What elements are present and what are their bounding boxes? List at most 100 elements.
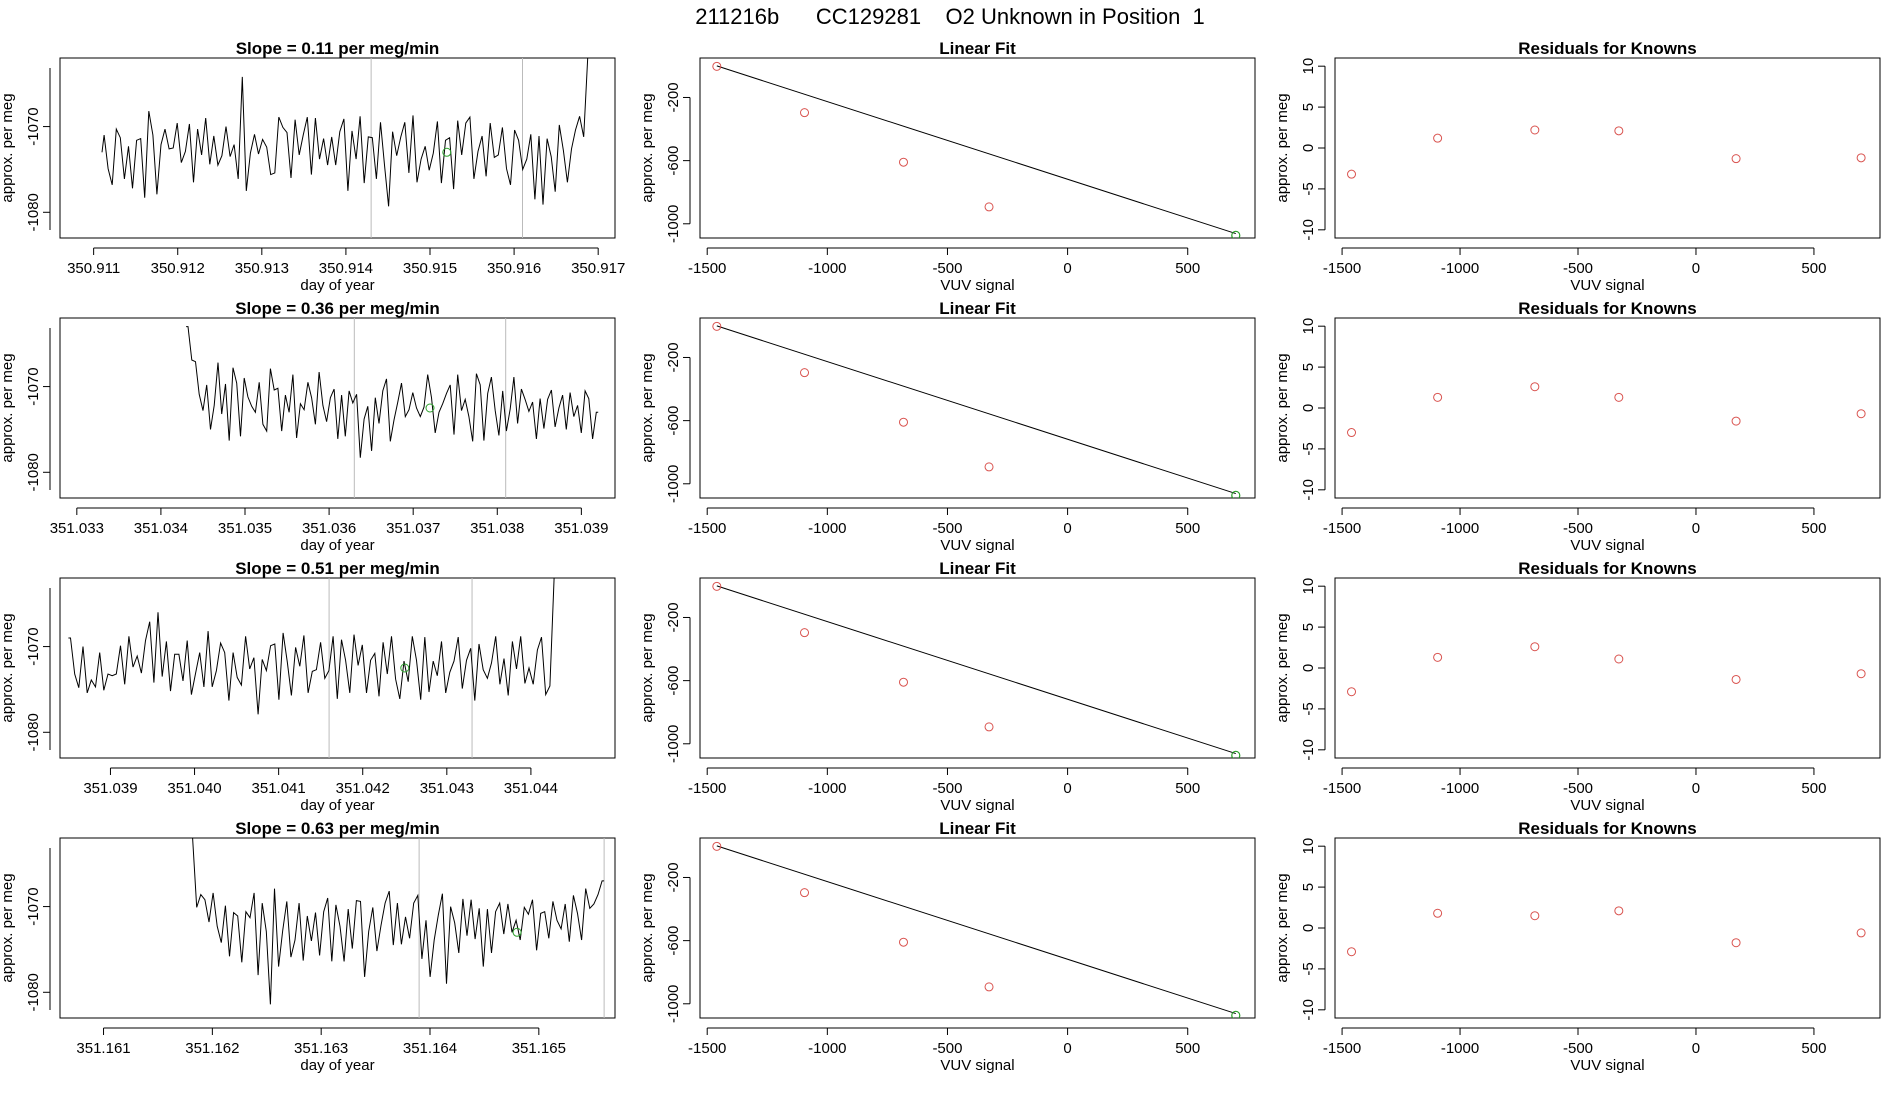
x-tick-label: -1000 [1441,780,1479,797]
unknown-marker-point [425,403,435,413]
plot-area [101,58,590,238]
x-tick-label: 350.917 [571,260,625,277]
x-tick-label: -1000 [1441,520,1479,537]
residual-point [1614,392,1624,402]
y-axis-label: approx. per meg [1274,873,1291,982]
plot-area [712,321,1241,498]
x-axis-label: VUV signal [940,1057,1014,1074]
residual-point [1856,153,1866,163]
panel-residuals: Residuals for Knowns -1500 -1000 -500 0 500 VU… [1274,299,1881,554]
y-axis: 10 5 0 -5 -10 approx. per meg [1274,58,1326,241]
y-axis-label: approx. per meg [0,93,16,202]
panel-title: Slope = 0.63 per meg/min [235,819,440,838]
plot-area [68,578,557,758]
residual-point [1530,382,1540,392]
y-tick-label: 10 [1300,318,1317,335]
x-tick-label: 351.036 [302,520,356,537]
fit-line [716,845,1236,1015]
panel-title: Slope = 0.36 per meg/min [235,299,440,318]
x-axis-label: day of year [300,1057,374,1074]
y-axis: -1070 -1080 approx. per meg [0,68,51,231]
panel-residuals: Residuals for Knowns -1500 -1000 -500 0 500 VU… [1274,819,1881,1074]
plot-frame [59,317,616,499]
unknown-data-point [1231,490,1241,498]
x-tick-label: 351.039 [554,520,608,537]
x-tick-label: -500 [1563,520,1593,537]
x-axis-label: VUV signal [1570,277,1644,294]
x-tick-label: 500 [1175,260,1200,277]
x-tick-label: 351.164 [403,1040,457,1057]
unknown-marker-point [400,663,410,673]
plot-area [712,61,1241,238]
residual-point [1433,652,1443,662]
x-tick-label: 351.034 [134,520,188,537]
data-series-line [186,326,599,458]
y-tick-label: -1080 [25,193,42,231]
y-tick-label: 0 [1300,144,1317,152]
x-tick-label: -1500 [688,520,726,537]
x-tick-label: 500 [1175,520,1200,537]
x-tick-label: -500 [1563,1040,1593,1057]
plot-area [1347,382,1866,438]
x-axis-label: VUV signal [1570,797,1644,814]
x-axis-label: VUV signal [940,277,1014,294]
x-tick-label: 0 [1063,260,1071,277]
y-tick-label: 5 [1300,103,1317,111]
x-axis-label: VUV signal [940,537,1014,554]
y-tick-label: -5 [1300,442,1317,455]
data-series-line [68,578,557,715]
x-tick-label: 0 [1063,1040,1071,1057]
y-tick-label: -10 [1300,219,1317,241]
known-data-point [800,628,810,638]
known-data-point [899,417,908,427]
x-tick-label: 351.040 [167,780,221,797]
x-axis: -1500 -1000 -500 0 500 VUV signal [1323,767,1826,814]
x-tick-label: 351.035 [218,520,272,537]
y-tick-label: -200 [665,82,682,112]
x-axis-label: day of year [300,277,374,294]
panel-title: Residuals for Knowns [1518,299,1697,318]
x-tick-label: 350.914 [319,260,373,277]
residual-point [1856,669,1866,679]
x-tick-label: 0 [1692,1040,1700,1057]
x-axis: -1500 -1000 -500 0 500 VUV signal [1323,507,1826,554]
known-data-point [1104,786,1112,794]
panel-residuals: Residuals for Knowns -1500 -1000 -500 0 500 VU… [1274,559,1881,814]
x-tick-label: -1500 [1323,780,1361,797]
plot-area [190,838,605,1018]
known-data-point [899,677,908,687]
panel-title: Linear Fit [939,819,1016,838]
known-data-point [984,722,994,732]
residual-point [1347,947,1357,957]
panel-title: Residuals for Knowns [1518,559,1697,578]
panel-title: Linear Fit [939,559,1016,578]
x-tick-label: -500 [932,780,962,797]
panel-title: Linear Fit [939,39,1016,58]
x-tick-label: 350.913 [235,260,289,277]
y-axis: 10 5 0 -5 -10 approx. per meg [1274,318,1326,501]
fit-line [716,585,1236,755]
x-axis: -1500 -1000 -500 0 500 VUV signal [1323,247,1826,294]
x-tick-label: 500 [1801,260,1826,277]
residual-point [1614,654,1624,664]
unknown-data-point [1231,230,1241,238]
x-tick-label: 351.039 [83,780,137,797]
panel-title: Slope = 0.51 per meg/min [235,559,440,578]
fit-line [716,325,1236,495]
y-axis-label: approx. per meg [0,613,16,722]
plot-area [712,581,1241,794]
y-axis: -1070 -1080 approx. per meg [0,588,51,751]
y-tick-label: 5 [1300,883,1317,891]
known-data-point [712,841,722,851]
fit-line [716,65,1236,235]
panel-title: Slope = 0.11 per meg/min [236,39,440,58]
known-data-point [712,61,722,71]
x-tick-label: 500 [1801,780,1826,797]
y-axis-label: approx. per meg [639,353,656,462]
x-tick-label: -1000 [1441,260,1479,277]
y-tick-label: -5 [1300,182,1317,195]
y-tick-label: -1080 [25,973,42,1011]
x-tick-label: 351.043 [420,780,474,797]
